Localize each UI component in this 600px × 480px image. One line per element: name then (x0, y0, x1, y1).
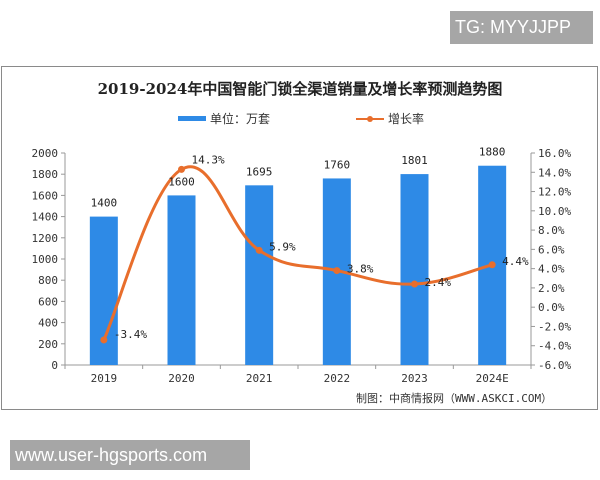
x-tick-label: 2021 (246, 372, 273, 385)
right-tick-label: 8.0% (538, 224, 565, 237)
growth-line (102, 165, 493, 341)
bar-value-label: 1400 (91, 197, 118, 210)
left-tick-label: 1000 (32, 253, 59, 266)
growth-marker (178, 165, 185, 173)
left-tick-label: 2000 (32, 147, 59, 160)
x-tick-label: 2024E (476, 372, 509, 385)
chart-legend: 单位：万套 增长率 (0, 110, 600, 130)
left-tick-label: 1800 (32, 168, 59, 181)
bar (245, 185, 274, 365)
bar-value-label: 1801 (401, 154, 428, 167)
left-tick-label: 400 (38, 317, 58, 330)
right-tick-label: 4.0% (538, 263, 565, 276)
growth-marker (255, 246, 263, 254)
right-tick-label: 2.0% (538, 282, 565, 295)
growth-marker (333, 267, 341, 275)
right-tick-label: 14.0% (538, 166, 571, 179)
growth-value-label: -3.4% (114, 328, 147, 341)
right-tick-label: 16.0% (538, 147, 571, 160)
axes: 0 200 400 600 800 1000 1200 1400 1600 1800 2000 -6.… (32, 147, 572, 385)
right-tick-label: -4.0% (538, 340, 571, 353)
data-labels: 1400 1600 1695 1760 1801 1880 -3.4% 14.3% 5.9% 3.… (91, 146, 529, 341)
left-tick-label: 1600 (32, 189, 59, 202)
bar (167, 195, 196, 365)
right-tick-label: -6.0% (538, 359, 571, 372)
bar-value-label: 1880 (479, 146, 506, 159)
bar-value-label: 1695 (246, 165, 273, 178)
legend-label-sales: 单位：万套 (210, 112, 271, 126)
growth-marker (488, 261, 496, 269)
left-tick-label: 800 (38, 274, 58, 287)
legend-item-growth: 增长率 (356, 110, 424, 127)
bar-value-label: 1760 (324, 158, 351, 171)
growth-value-label: 5.9% (269, 240, 296, 253)
bar-series (89, 165, 507, 365)
growth-value-label: 14.3% (192, 153, 225, 166)
x-tick-label: 2019 (91, 372, 118, 385)
chart-title: 2019-2024年中国智能门锁全渠道销量及增长率预测趋势图 (97, 80, 503, 98)
growth-marker (100, 336, 108, 344)
x-tick-label: 2023 (401, 372, 428, 385)
left-tick-label: 200 (38, 338, 58, 351)
legend-item-sales: 单位：万套 (178, 110, 270, 127)
chart-source: 制图：中商情报网（WWW.ASKCI.COM） (356, 392, 553, 405)
left-tick-label: 600 (38, 295, 58, 308)
site-watermark-badge: www.user-hgsports.com (10, 440, 250, 470)
x-tick-label: 2020 (168, 372, 195, 385)
bar-value-label: 1600 (168, 175, 195, 188)
x-tick-label: 2022 (324, 372, 351, 385)
right-tick-label: 12.0% (538, 186, 571, 199)
legend-label-growth: 增长率 (388, 112, 425, 126)
growth-value-label: 3.8% (347, 263, 374, 276)
left-tick-label: 0 (51, 359, 58, 372)
growth-line-series (100, 165, 496, 344)
bar (400, 174, 429, 365)
right-tick-label: 6.0% (538, 243, 565, 256)
right-tick-label: -2.0% (538, 320, 571, 333)
tg-watermark-badge: TG: MYYJJPP (450, 11, 593, 44)
growth-value-label: 4.4% (502, 255, 529, 268)
line-marker-swatch-icon (356, 115, 384, 122)
growth-value-label: 2.4% (425, 276, 452, 289)
right-tick-label: 0.0% (538, 301, 565, 314)
growth-marker (411, 280, 418, 288)
right-tick-label: 10.0% (538, 205, 571, 218)
left-tick-label: 1400 (32, 211, 59, 224)
left-tick-label: 1200 (32, 232, 59, 245)
bar-swatch-icon (178, 116, 206, 121)
